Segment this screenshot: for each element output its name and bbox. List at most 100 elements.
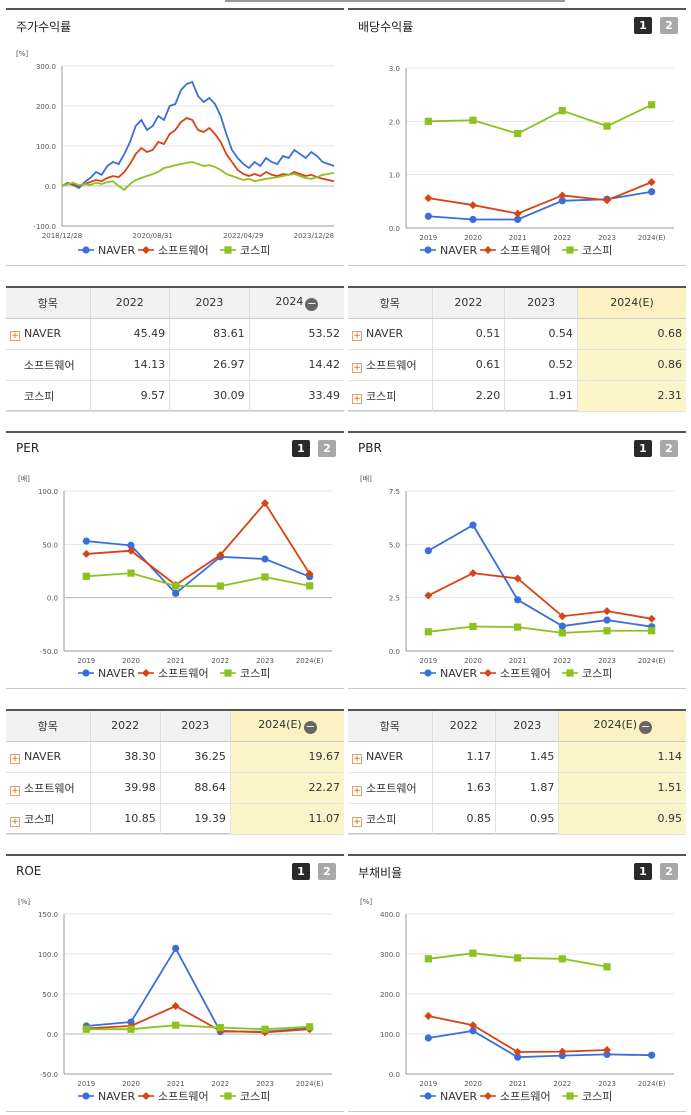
row-label-cell[interactable]: 코스피	[6, 380, 90, 412]
table-row: 코스피 9.57 30.09 33.49	[6, 380, 344, 412]
data-point	[648, 188, 656, 196]
row-label-cell[interactable]: + 코스피	[6, 803, 90, 835]
expand-icon[interactable]: +	[352, 393, 362, 404]
panel-title: PBR	[358, 441, 382, 455]
y-tick-label: 1.0	[389, 172, 400, 180]
expand-icon[interactable]: +	[352, 816, 362, 827]
expand-icon[interactable]: +	[352, 785, 362, 796]
row-label-cell[interactable]: 소프트웨어	[6, 349, 90, 381]
data-point	[513, 574, 522, 583]
dividend-table-panel: 항목 2022 2023 2024(E) + NAVER 0.51 0.54 0.68 + 소프트웨…	[348, 286, 686, 412]
y-tick-label: 100.0	[38, 488, 58, 496]
row-label: 소프트웨어	[24, 781, 75, 795]
row-label-cell[interactable]: + NAVER	[348, 741, 432, 773]
data-point	[424, 1012, 433, 1020]
value-cell: 39.98	[89, 772, 161, 804]
row-label-cell[interactable]: + 소프트웨어	[348, 349, 432, 381]
value-cell: 0.86	[576, 349, 686, 381]
expand-icon[interactable]: +	[10, 785, 20, 796]
y-tick-label: 0.0	[47, 595, 58, 603]
table-header: 2024(E) −	[558, 711, 686, 742]
data-point	[469, 116, 477, 124]
value-cell: 9.57	[89, 380, 170, 412]
table-row: + NAVER 45.49 83.61 53.52	[6, 318, 344, 350]
panel-title: 주가수익률	[16, 20, 72, 34]
series-line	[428, 181, 653, 215]
row-label: 코스피	[366, 389, 397, 403]
data-point	[514, 623, 522, 631]
table-header: 2023	[494, 711, 559, 742]
y-tick-label: 2.0	[389, 118, 400, 126]
page-1-button[interactable]: 1	[292, 863, 310, 880]
header-label: 2023	[195, 296, 224, 310]
x-tick-label: 2021	[509, 657, 527, 665]
y-tick-label: -100.0	[33, 223, 56, 231]
expand-icon[interactable]: +	[10, 330, 20, 341]
series-line	[86, 572, 310, 587]
x-tick-label: 2024(E)	[296, 657, 324, 665]
data-point	[82, 1025, 90, 1033]
page-2-button[interactable]: 2	[660, 440, 678, 457]
y-tick-label: 0.0	[389, 1071, 400, 1079]
expand-icon[interactable]: +	[10, 816, 20, 827]
x-tick-label: 2021	[167, 657, 185, 665]
legend-label: 코스피	[240, 244, 270, 257]
legend-marker	[224, 246, 232, 254]
row-label-cell[interactable]: + 소프트웨어	[6, 772, 90, 804]
pbr-chart: [배] 7.5 5.0 2.5 0.0 2019 2020 2021 2022 2023 2024(…	[360, 474, 674, 680]
value-cell: 45.49	[89, 318, 170, 350]
page-2-button[interactable]: 2	[660, 17, 678, 34]
x-tick-label: 2023	[256, 1080, 274, 1088]
row-label-cell[interactable]: + NAVER	[348, 318, 432, 350]
page-2-button[interactable]: 2	[660, 863, 678, 880]
x-tick-label: 2022	[553, 657, 571, 665]
x-tick-label: 2022	[211, 657, 229, 665]
collapse-icon[interactable]: −	[303, 719, 317, 734]
data-point	[306, 1023, 314, 1031]
row-label: 코스피	[24, 812, 55, 826]
expand-icon[interactable]: +	[352, 753, 362, 764]
table-row: + 소프트웨어 1.63 1.87 1.51	[348, 772, 686, 804]
series-line	[428, 1029, 652, 1059]
data-point	[82, 537, 90, 545]
data-point	[216, 551, 225, 560]
row-label-cell[interactable]: + 코스피	[348, 380, 432, 412]
row-label: NAVER	[366, 326, 404, 340]
page-2-button[interactable]: 2	[318, 440, 336, 457]
series-line	[61, 80, 335, 190]
legend-label: 코스피	[240, 1090, 270, 1103]
expand-icon[interactable]: +	[352, 330, 362, 341]
collapse-icon[interactable]: −	[305, 296, 319, 311]
row-label-cell[interactable]: + NAVER	[6, 741, 90, 773]
page-1-button[interactable]: 1	[634, 440, 652, 457]
page-1-button[interactable]: 1	[634, 17, 652, 34]
legend-label: 코스피	[582, 1090, 612, 1103]
page-1-button[interactable]: 1	[292, 440, 310, 457]
row-label-cell[interactable]: + NAVER	[6, 318, 90, 350]
row-label-cell[interactable]: + 코스피	[348, 803, 432, 835]
x-tick-label: 2024(E)	[638, 657, 666, 665]
pbr-panel: PBR 1 2 [배] 7.5 5.0 2.5 0.0 2019 2020 2021 2022 2…	[348, 431, 686, 689]
value-cell: 26.97	[169, 349, 250, 381]
legend-label: 소프트웨어	[500, 244, 551, 257]
data-point	[172, 582, 180, 590]
row-label: 소프트웨어	[366, 358, 417, 372]
header-label: 2022	[449, 719, 478, 733]
value-cell: 1.63	[431, 772, 496, 804]
data-point	[172, 1021, 180, 1029]
data-point	[127, 1025, 135, 1033]
expand-icon[interactable]: +	[352, 362, 362, 373]
table-header: 2024(E)	[576, 288, 686, 319]
page-1-button[interactable]: 1	[634, 863, 652, 880]
header-label: 2023	[527, 296, 556, 310]
collapse-icon[interactable]: −	[638, 719, 652, 734]
row-label-cell[interactable]: + 소프트웨어	[348, 772, 432, 804]
data-point	[469, 215, 477, 224]
legend-label: NAVER	[98, 1090, 136, 1103]
expand-icon[interactable]: +	[10, 753, 20, 764]
stock-return-table: 항목 2022 2023 2024− + NAVER 45.49 83.61 53.52 소프트웨…	[6, 288, 344, 412]
legend-label: NAVER	[98, 667, 136, 680]
header-label: 2023	[513, 719, 542, 733]
x-tick-label: 2020	[464, 657, 482, 665]
page-2-button[interactable]: 2	[318, 863, 336, 880]
